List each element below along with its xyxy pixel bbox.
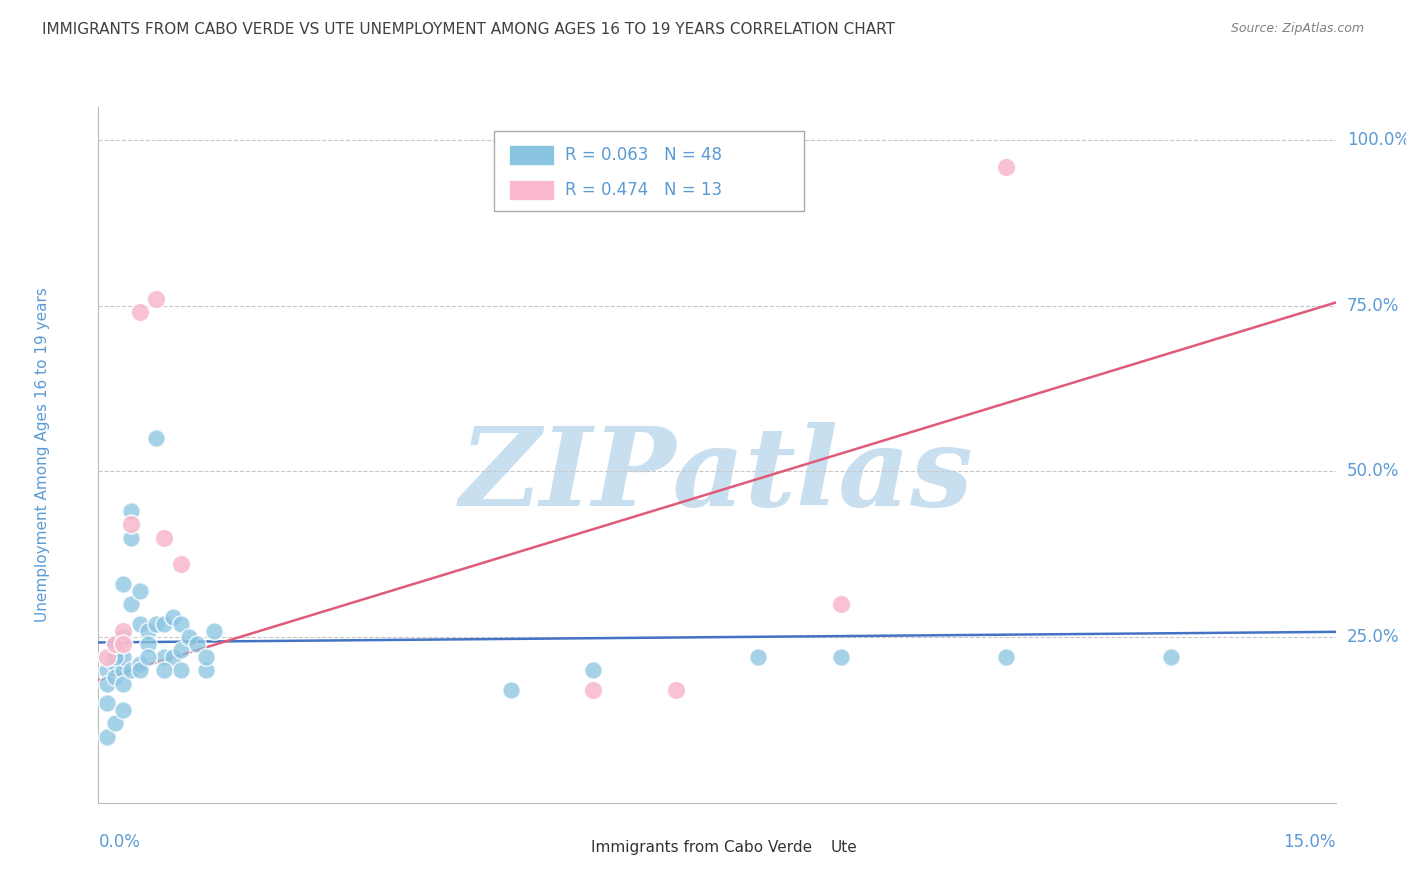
Point: [162, 610, 184, 624]
Point: [112, 637, 135, 651]
Point: [96, 650, 118, 665]
Text: 25.0%: 25.0%: [1347, 628, 1399, 646]
Point: [582, 683, 605, 698]
Text: 75.0%: 75.0%: [1347, 297, 1399, 315]
Point: [582, 663, 605, 677]
Point: [170, 663, 193, 677]
Point: [112, 630, 135, 644]
Text: 50.0%: 50.0%: [1347, 462, 1399, 481]
Point: [170, 558, 193, 572]
Point: [830, 650, 852, 665]
Point: [830, 597, 852, 611]
Point: [170, 643, 193, 657]
Point: [104, 650, 127, 665]
Point: [104, 657, 127, 671]
Point: [186, 637, 208, 651]
Point: [994, 160, 1017, 174]
FancyBboxPatch shape: [557, 842, 583, 853]
Point: [128, 663, 150, 677]
Point: [128, 583, 150, 598]
Text: R = 0.474   N = 13: R = 0.474 N = 13: [565, 181, 723, 199]
Point: [145, 616, 167, 631]
Point: [128, 657, 150, 671]
Point: [136, 624, 159, 638]
Point: [112, 663, 135, 677]
Point: [112, 676, 135, 690]
Point: [145, 292, 167, 306]
Point: [96, 676, 118, 690]
Point: [153, 616, 176, 631]
Point: [170, 616, 193, 631]
Point: [112, 703, 135, 717]
Point: [994, 650, 1017, 665]
FancyBboxPatch shape: [495, 131, 804, 211]
Point: [747, 650, 769, 665]
Text: Ute: Ute: [831, 840, 858, 855]
Point: [136, 650, 159, 665]
Text: IMMIGRANTS FROM CABO VERDE VS UTE UNEMPLOYMENT AMONG AGES 16 TO 19 YEARS CORRELA: IMMIGRANTS FROM CABO VERDE VS UTE UNEMPL…: [42, 22, 896, 37]
Text: Source: ZipAtlas.com: Source: ZipAtlas.com: [1230, 22, 1364, 36]
FancyBboxPatch shape: [509, 180, 554, 200]
Point: [96, 697, 118, 711]
Point: [128, 616, 150, 631]
Point: [120, 597, 142, 611]
Point: [194, 650, 217, 665]
Text: 0.0%: 0.0%: [98, 833, 141, 851]
Point: [104, 670, 127, 684]
Point: [104, 716, 127, 731]
Point: [96, 730, 118, 744]
Point: [104, 643, 127, 657]
Text: ZIPatlas: ZIPatlas: [460, 422, 974, 530]
Point: [128, 305, 150, 319]
Text: 100.0%: 100.0%: [1347, 131, 1406, 149]
Point: [120, 504, 142, 518]
Point: [136, 637, 159, 651]
Point: [1160, 650, 1182, 665]
Point: [153, 650, 176, 665]
Point: [104, 637, 127, 651]
Point: [202, 624, 225, 638]
Point: [104, 637, 127, 651]
Point: [120, 531, 142, 545]
Point: [120, 663, 142, 677]
Point: [665, 683, 688, 698]
Text: R = 0.063   N = 48: R = 0.063 N = 48: [565, 146, 721, 164]
Point: [499, 683, 522, 698]
FancyBboxPatch shape: [797, 842, 825, 853]
Point: [96, 663, 118, 677]
Point: [153, 531, 176, 545]
Point: [112, 650, 135, 665]
Point: [179, 630, 201, 644]
Text: 15.0%: 15.0%: [1284, 833, 1336, 851]
Point: [145, 431, 167, 445]
Text: Unemployment Among Ages 16 to 19 years: Unemployment Among Ages 16 to 19 years: [35, 287, 51, 623]
Point: [112, 624, 135, 638]
Point: [112, 577, 135, 591]
Point: [153, 663, 176, 677]
FancyBboxPatch shape: [509, 145, 554, 165]
Point: [120, 517, 142, 532]
Text: Immigrants from Cabo Verde: Immigrants from Cabo Verde: [591, 840, 813, 855]
Point: [162, 650, 184, 665]
Point: [194, 663, 217, 677]
